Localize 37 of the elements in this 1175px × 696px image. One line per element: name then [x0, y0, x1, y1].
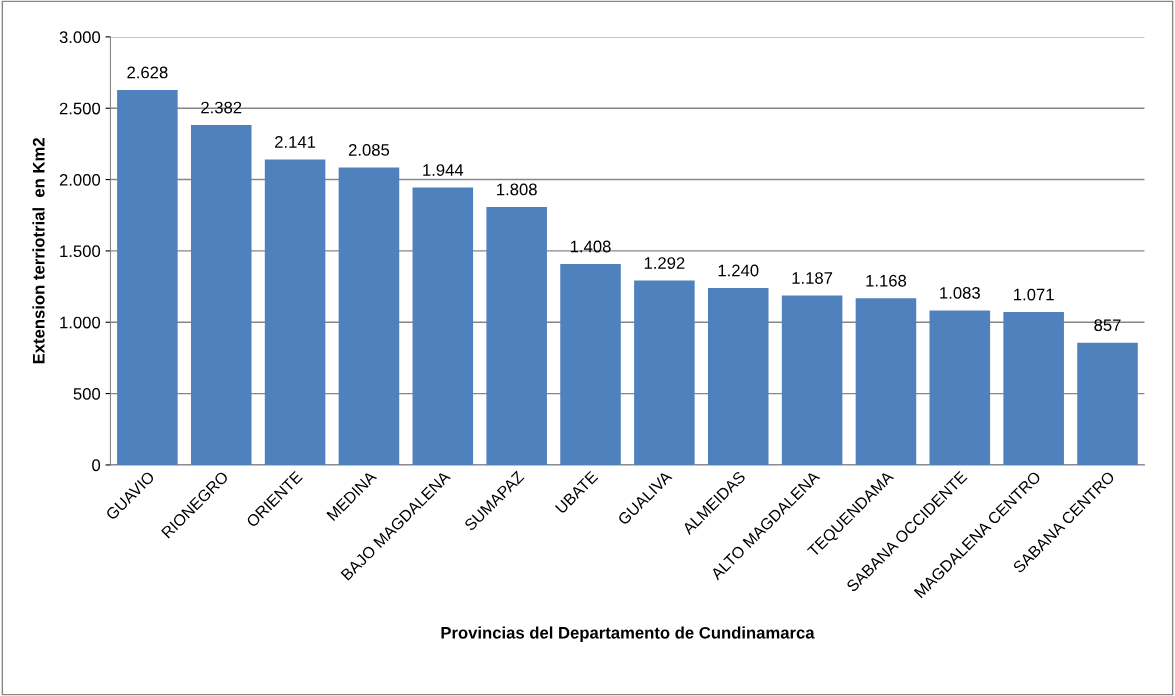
y-tick-label: 3.000: [59, 31, 101, 44]
y-axis-title: Extension terriotrial en Km2: [32, 138, 45, 364]
y-tick-label: 500: [73, 387, 101, 400]
y-tick-label: 1.000: [60, 316, 101, 329]
bar: [1077, 342, 1138, 465]
bar: [264, 159, 326, 465]
bar: [412, 187, 474, 465]
data-label: 857: [1094, 319, 1121, 332]
y-tick-label: 0: [92, 459, 101, 472]
data-label: 1.944: [423, 164, 464, 176]
data-label: 1.240: [718, 264, 759, 277]
data-label: 2.141: [275, 136, 316, 148]
bar: [486, 206, 547, 465]
y-tick-label: 1.500: [60, 245, 101, 258]
bar: [560, 264, 621, 465]
y-tick-label: 2.000: [59, 173, 101, 186]
bar: [1003, 312, 1064, 465]
data-label: 2.085: [348, 144, 390, 156]
data-label: 1.808: [497, 183, 537, 196]
data-label: 1.071: [1014, 288, 1054, 301]
data-label: 1.292: [644, 257, 685, 269]
data-label: 2.382: [201, 101, 242, 114]
bar: [117, 89, 178, 465]
y-tick-label: 2.500: [59, 102, 101, 115]
data-label: 1.083: [940, 286, 980, 299]
data-label: 1.408: [570, 240, 611, 253]
bar: [338, 167, 400, 465]
x-axis-title: Provincias del Departamento de Cundinamarca: [441, 626, 815, 642]
bar: [929, 310, 991, 465]
bar: [707, 288, 769, 465]
bar: [634, 280, 695, 465]
bar: [190, 125, 252, 465]
bar: [855, 298, 917, 465]
data-label: 1.187: [792, 272, 833, 284]
data-label: 2.628: [127, 66, 168, 79]
data-label: 1.168: [866, 274, 907, 287]
bar: [781, 295, 843, 465]
